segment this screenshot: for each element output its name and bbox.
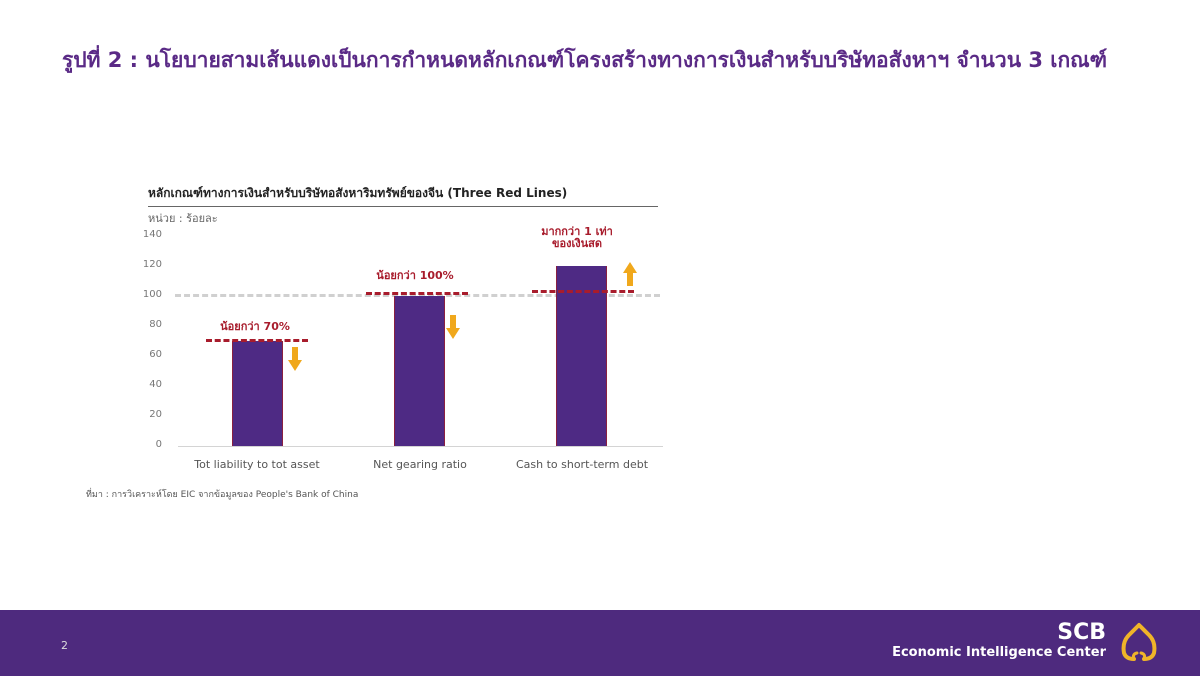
page-title: รูปที่ 2 : นโยบายสามเส้นแดงเป็นการกำหนดห… [62,48,1108,72]
y-tick: 40 [149,379,162,390]
reference-line-100 [175,294,660,297]
annotation-cash-line1: มากกว่า 1 เท่า [541,225,613,238]
scb-logo-icon [1121,623,1157,661]
arrow-down-icon [446,315,460,339]
brand-scb: SCB [1057,620,1106,645]
y-tick: 60 [149,349,162,360]
source-note: ที่มา : การวิเคราะห์โดย EIC จากข้อมูลของ… [86,490,359,500]
arrow-down-icon [288,347,302,371]
x-label: Net gearing ratio [373,458,467,471]
y-tick: 120 [142,259,162,270]
y-tick: 100 [142,289,162,300]
unit-label: หน่วย : ร้อยละ [148,212,218,225]
y-tick: 140 [142,229,162,240]
threshold-line-70 [206,339,308,342]
x-label: Cash to short-term debt [515,458,649,471]
chart-title: หลักเกณฑ์ทางการเงินสำหรับบริษัทอสังหาริม… [148,184,658,207]
y-tick: 80 [149,319,162,330]
y-tick: 20 [149,409,162,420]
x-axis [178,446,663,447]
bar-cash-to-debt [556,266,607,446]
threshold-line-100 [366,292,468,295]
y-tick: 0 [155,439,162,450]
annotation-cash-line2: ของเงินสด [551,237,602,250]
page-number: 2 [61,639,68,652]
brand-eic: Economic Intelligence Center [892,645,1106,660]
footer-bar [0,610,1200,676]
bar-net-gearing [394,296,445,446]
annotation-70: น้อยกว่า 70% [220,320,290,333]
annotation-100: น้อยกว่า 100% [376,269,454,282]
threshold-line-cash [532,290,634,293]
x-label: Tot liability to tot asset [194,458,320,471]
bar-tot-liability [232,341,283,446]
arrow-up-icon [623,262,637,286]
